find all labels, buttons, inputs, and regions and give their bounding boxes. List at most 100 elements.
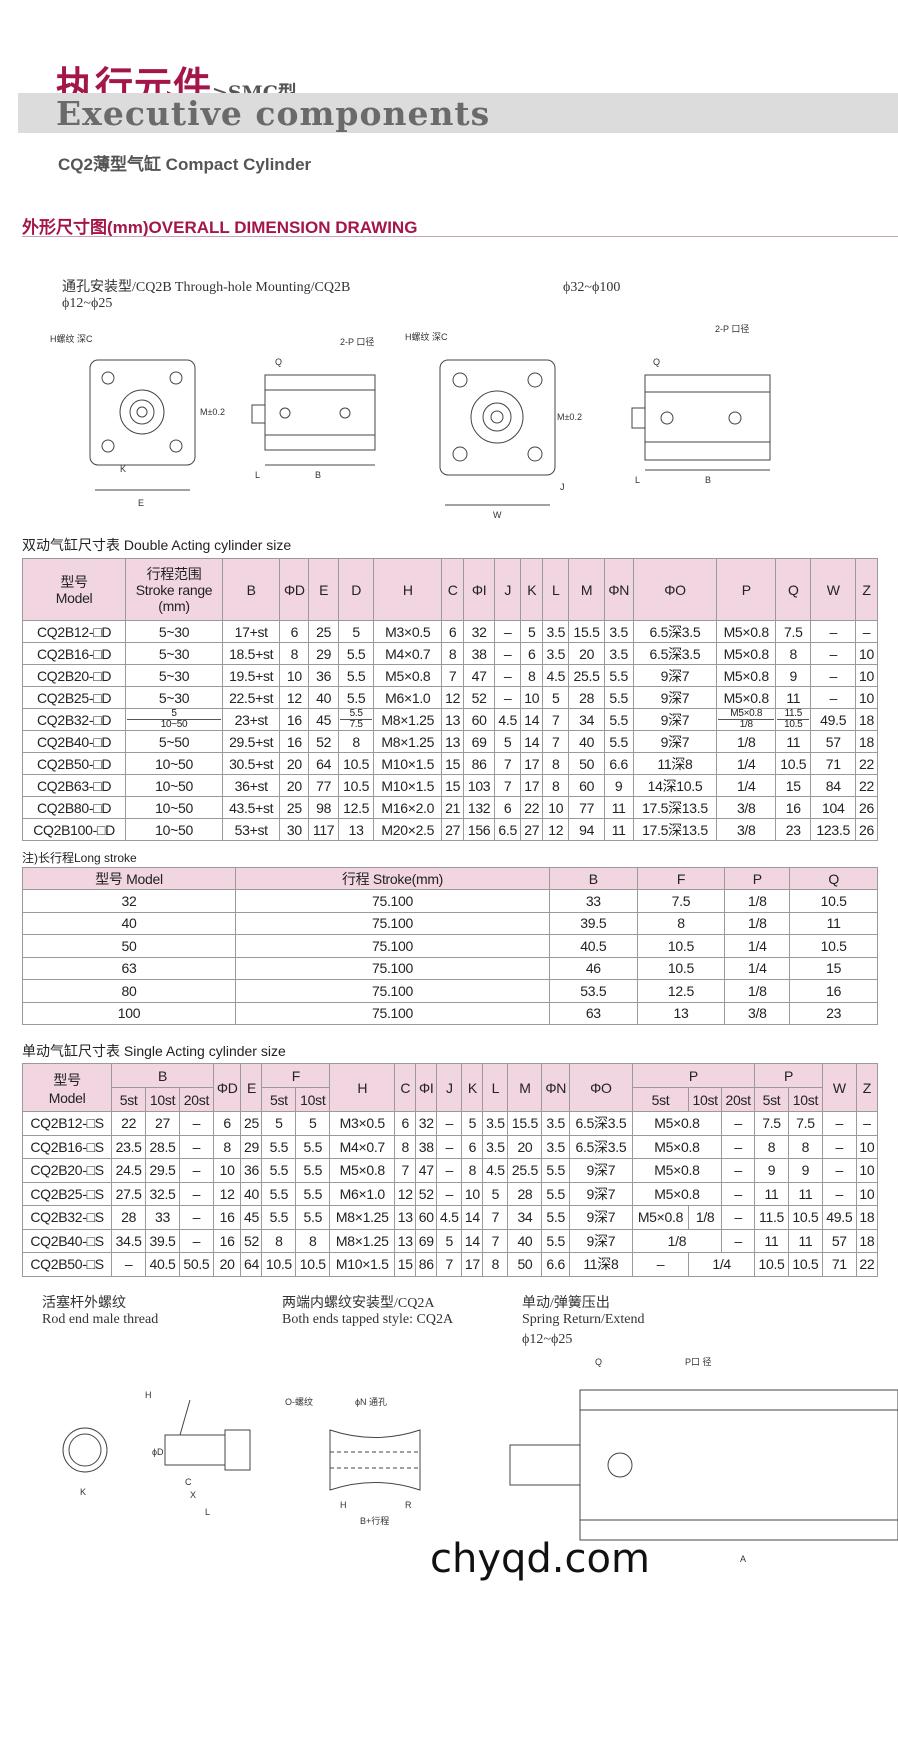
column-header: E	[308, 558, 339, 621]
table-cell: 3.5	[603, 642, 634, 665]
table-cell: 75.100	[235, 934, 550, 958]
label-rod-l: L	[205, 1507, 210, 1517]
table-cell: –	[821, 1134, 857, 1159]
table-cell: 104	[810, 796, 856, 819]
table-cell: 34	[507, 1205, 543, 1230]
table-cell: 10	[855, 1158, 879, 1183]
table-cell: –	[436, 1158, 463, 1183]
table-cell: 27	[145, 1111, 180, 1136]
rod-en: Rod end male thread	[42, 1312, 159, 1327]
column-header: ΦN	[541, 1063, 570, 1112]
table-cell: 29.5	[145, 1158, 180, 1183]
column-header: K	[520, 558, 544, 621]
table-row: CQ2B80-□D 10~50 43.5+st 25 98 12.5 M16×2.0 21 13…	[21, 796, 879, 819]
table-cell: CQ2B100-□D	[21, 818, 127, 841]
label-spring-q: Q	[595, 1357, 602, 1367]
table-cell: –	[631, 1252, 690, 1277]
label-port-r: 2-P 口径	[715, 323, 749, 334]
table-cell: 12	[279, 686, 310, 709]
table-cell: 15	[441, 774, 465, 797]
table-cell: 7.5	[787, 1111, 823, 1136]
column-header: F	[261, 1063, 331, 1088]
label-port: 2-P 口径	[340, 336, 374, 347]
column-header: K	[461, 1063, 484, 1112]
table-cell: –	[178, 1158, 214, 1183]
table-cell: 53+st	[221, 818, 281, 841]
table-cell: –	[721, 1111, 756, 1136]
table-cell: M5×0.8	[631, 1205, 690, 1230]
table-cell: –	[436, 1181, 463, 1206]
table-cell: 7	[394, 1158, 417, 1183]
table-cell: 18	[854, 730, 879, 753]
sub-header: 5st	[631, 1087, 690, 1112]
table-row: CQ2B16-□S 23.5 28.5–8 29 5.5 5.5 M4×0.7 8 38–6 3.…	[21, 1134, 879, 1159]
table-cell: 7.5	[636, 889, 726, 913]
column-header: J	[494, 558, 522, 621]
table-cell: 63	[22, 957, 236, 980]
table-cell: 6	[494, 796, 522, 819]
table-cell: M20×2.5	[373, 818, 443, 841]
table-cell: 10.5	[337, 752, 375, 775]
title-bar	[18, 93, 898, 133]
table-cell: 117	[308, 818, 339, 841]
column-header: C	[394, 1063, 417, 1112]
table-cell: 13	[441, 708, 465, 731]
table-cell: 4.5	[482, 1158, 509, 1183]
split-part: M5×0.8	[718, 709, 775, 720]
table-cell: M5×0.8	[631, 1111, 723, 1136]
table-cell: 123.5	[810, 818, 856, 841]
table-cell: 14	[461, 1205, 484, 1230]
table-cell: 7	[494, 752, 522, 775]
table-cell: 6.5深3.5	[569, 1111, 633, 1136]
column-header: ΦD	[212, 1063, 242, 1112]
table-cell: CQ2B32-□D	[21, 708, 127, 731]
table-cell: 39.5	[145, 1228, 180, 1253]
table-cell: 38	[463, 642, 496, 665]
table-cell: 57	[821, 1228, 857, 1253]
column-header: E	[240, 1063, 263, 1112]
table-cell: 16	[279, 708, 310, 731]
long-stroke-title: 注)长行程Long stroke	[22, 851, 137, 865]
table-cell: 7	[482, 1228, 509, 1253]
table-cell: 40	[240, 1181, 263, 1206]
column-header: M	[507, 1063, 543, 1112]
table-cell: 25.5	[568, 664, 605, 687]
table-cell: 11	[775, 730, 812, 753]
table-cell: 6	[394, 1111, 417, 1136]
column-header: B	[221, 558, 281, 621]
table-cell: 52	[308, 730, 339, 753]
table-cell: –	[494, 642, 522, 665]
table-cell: 32	[463, 620, 496, 643]
table-cell: M3×0.5	[373, 620, 443, 643]
table-cell: 11	[754, 1228, 789, 1253]
table-cell: M10×1.5	[329, 1252, 396, 1277]
table-cell: 52	[463, 686, 496, 709]
table-cell: 23+st	[221, 708, 281, 731]
table-cell: 11.5	[754, 1205, 789, 1230]
spring-en: Spring Return/Extend	[522, 1312, 645, 1327]
table-cell: 71	[821, 1252, 857, 1277]
table-cell: 17.5深13.5	[632, 796, 718, 819]
table-cell: 5.5	[541, 1181, 570, 1206]
table-cell: 27	[520, 818, 544, 841]
sub-header: 5st	[754, 1087, 789, 1112]
range-left: ϕ12~ϕ25	[62, 296, 113, 311]
column-header: B	[548, 867, 638, 890]
table-cell: M5×0.8	[631, 1181, 723, 1206]
range-right: ϕ32~ϕ100	[563, 280, 621, 295]
table-cell: M8×1.25	[373, 730, 443, 753]
table-cell: CQ2B50-□S	[21, 1252, 113, 1277]
table-cell: 5	[295, 1111, 331, 1136]
table-cell: 6.6	[603, 752, 634, 775]
table-cell: 8	[775, 642, 812, 665]
label-m-r: M±0.2	[557, 412, 582, 422]
table-cell: –	[494, 620, 522, 643]
table-cell: 1/8	[688, 1205, 723, 1230]
table-cell: 10	[855, 1181, 879, 1206]
table-cell: 10.5	[789, 889, 878, 913]
table-cell: 27.5	[111, 1181, 147, 1206]
column-header: M	[568, 558, 605, 621]
table-cell: 10.5	[261, 1252, 297, 1277]
table-cell: 3/8	[724, 1002, 791, 1025]
table-cell: –	[821, 1181, 857, 1206]
